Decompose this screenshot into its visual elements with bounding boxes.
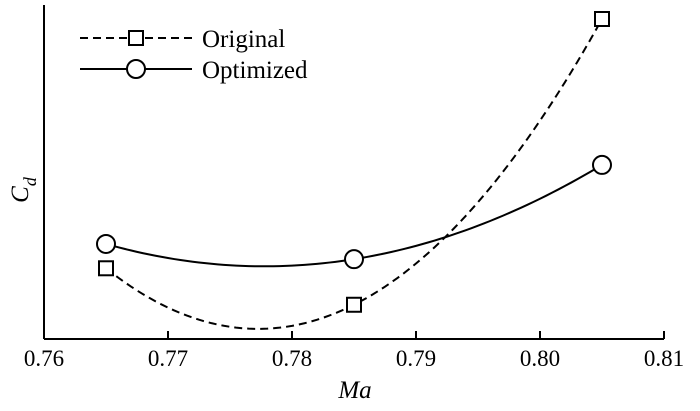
legend-optimized-label: Optimized xyxy=(202,57,308,84)
series-curves xyxy=(105,18,603,330)
x-tick-label-4: 0.80 xyxy=(520,346,560,371)
y-axis-label: Cd xyxy=(7,176,40,203)
svg-text:Cd: Cd xyxy=(7,176,40,203)
chart-axes xyxy=(43,5,664,340)
x-tick-label-5: 0.81 xyxy=(644,346,684,371)
point-optimized-2 xyxy=(592,154,612,175)
legend: Original Optimized xyxy=(80,26,308,84)
x-tick-label-1: 0.77 xyxy=(148,346,188,371)
series-line-original xyxy=(105,18,603,330)
point-original-2 xyxy=(594,11,610,27)
x-axis-label: Ma xyxy=(337,377,371,404)
point-optimized-0 xyxy=(96,233,116,254)
x-tick-label-0: 0.76 xyxy=(24,346,64,371)
x-tick-label-3: 0.79 xyxy=(396,346,436,371)
y-axis-label-subscript: d xyxy=(20,176,40,186)
y-axis-label-main: C xyxy=(7,186,34,203)
x-ticks: 0.76 0.77 0.78 0.79 0.80 0.81 xyxy=(24,331,684,371)
legend-original-label: Original xyxy=(202,26,285,53)
point-original-1 xyxy=(346,296,362,313)
x-tick-label-2: 0.78 xyxy=(272,346,312,371)
point-original-0 xyxy=(98,260,114,277)
legend-original-marker xyxy=(128,30,144,46)
series-markers xyxy=(96,11,612,313)
legend-optimized-marker xyxy=(126,59,146,79)
point-optimized-1 xyxy=(344,249,364,270)
